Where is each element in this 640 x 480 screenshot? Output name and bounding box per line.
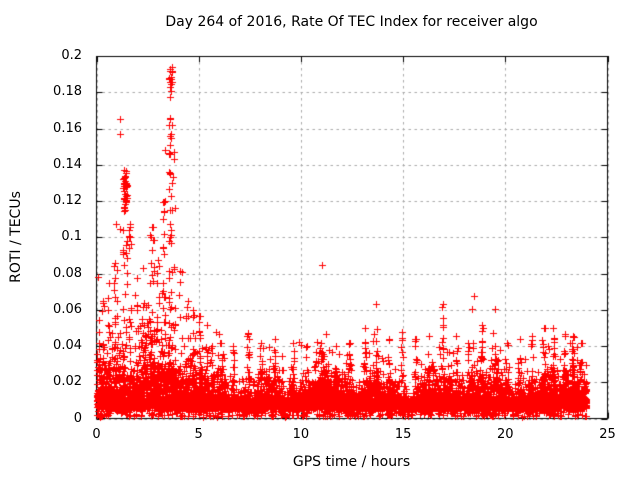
y-tick-label: 0.16: [53, 120, 82, 136]
x-tick-label: 10: [292, 427, 310, 442]
y-tick-label: 0.02: [53, 374, 82, 390]
x-tick-label: 20: [497, 427, 514, 442]
x-tick-label: 15: [394, 427, 412, 442]
y-tick-label: 0.1: [61, 229, 82, 245]
x-axis-label: GPS time / hours: [292, 454, 411, 470]
y-tick-label: 0.06: [53, 301, 82, 317]
y-tick-label: 0: [73, 410, 82, 426]
x-tick-label: 0: [92, 427, 101, 442]
x-tick-label: 5: [194, 427, 203, 442]
x-tick-label: 25: [599, 427, 616, 442]
y-tick-label: 0.04: [53, 338, 82, 353]
chart-title: Day 264 of 2016, Rate Of TEC Index for r…: [165, 14, 538, 30]
y-tick-label: 0.18: [53, 84, 82, 100]
y-tick-label: 0.12: [53, 193, 82, 208]
y-tick-label: 0.14: [53, 156, 82, 172]
y-tick-label: 0.08: [53, 265, 82, 281]
y-tick-label: 0.2: [61, 48, 82, 63]
